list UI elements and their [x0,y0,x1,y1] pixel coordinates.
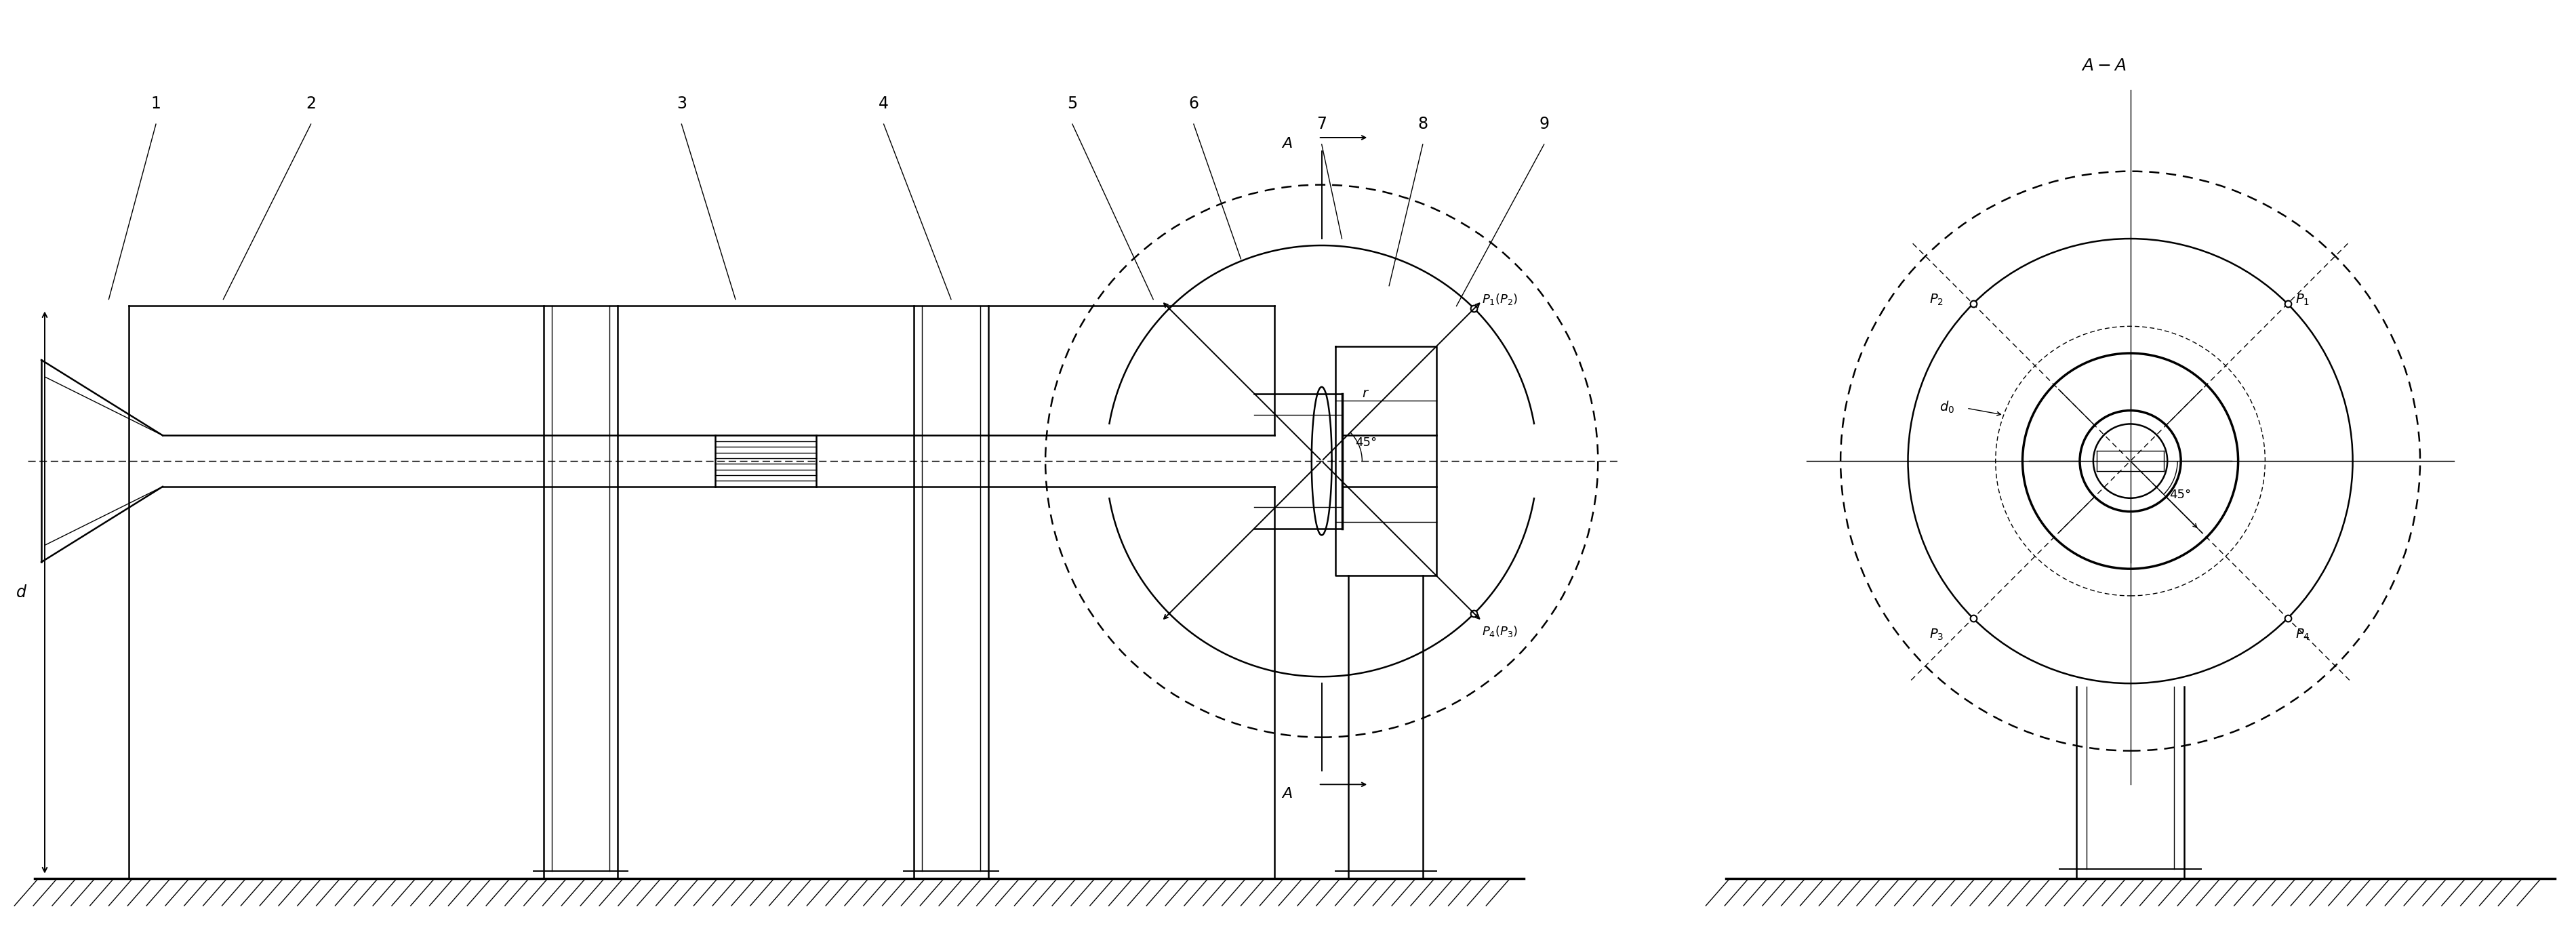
Text: $P_4$: $P_4$ [2295,627,2311,642]
Text: $d_0$: $d_0$ [1940,400,1955,415]
Text: $P_2$: $P_2$ [1929,293,1942,307]
Text: $P_1(P_2)$: $P_1(P_2)$ [1481,292,1517,307]
Text: 45°: 45° [1355,437,1378,449]
Text: 5: 5 [1066,96,1077,112]
Text: 1: 1 [152,96,160,112]
Text: 3: 3 [677,96,688,112]
Text: 8: 8 [1417,116,1427,132]
Text: $r$: $r$ [1363,387,1370,400]
Text: 9: 9 [1538,116,1548,132]
Text: $A-A$: $A-A$ [2081,57,2125,74]
Text: 7: 7 [1316,116,1327,132]
Text: $A$: $A$ [1280,787,1293,801]
Text: 4: 4 [878,96,889,112]
Text: $P_4(P_3)$: $P_4(P_3)$ [1481,624,1517,639]
Text: 6: 6 [1188,96,1198,112]
Text: $d$: $d$ [15,585,26,601]
Text: $P_1$: $P_1$ [2295,293,2311,307]
Text: $A$: $A$ [1280,137,1293,150]
Text: 2: 2 [307,96,317,112]
Text: 45°: 45° [2169,489,2192,501]
Text: $P_3$: $P_3$ [1929,627,1945,642]
